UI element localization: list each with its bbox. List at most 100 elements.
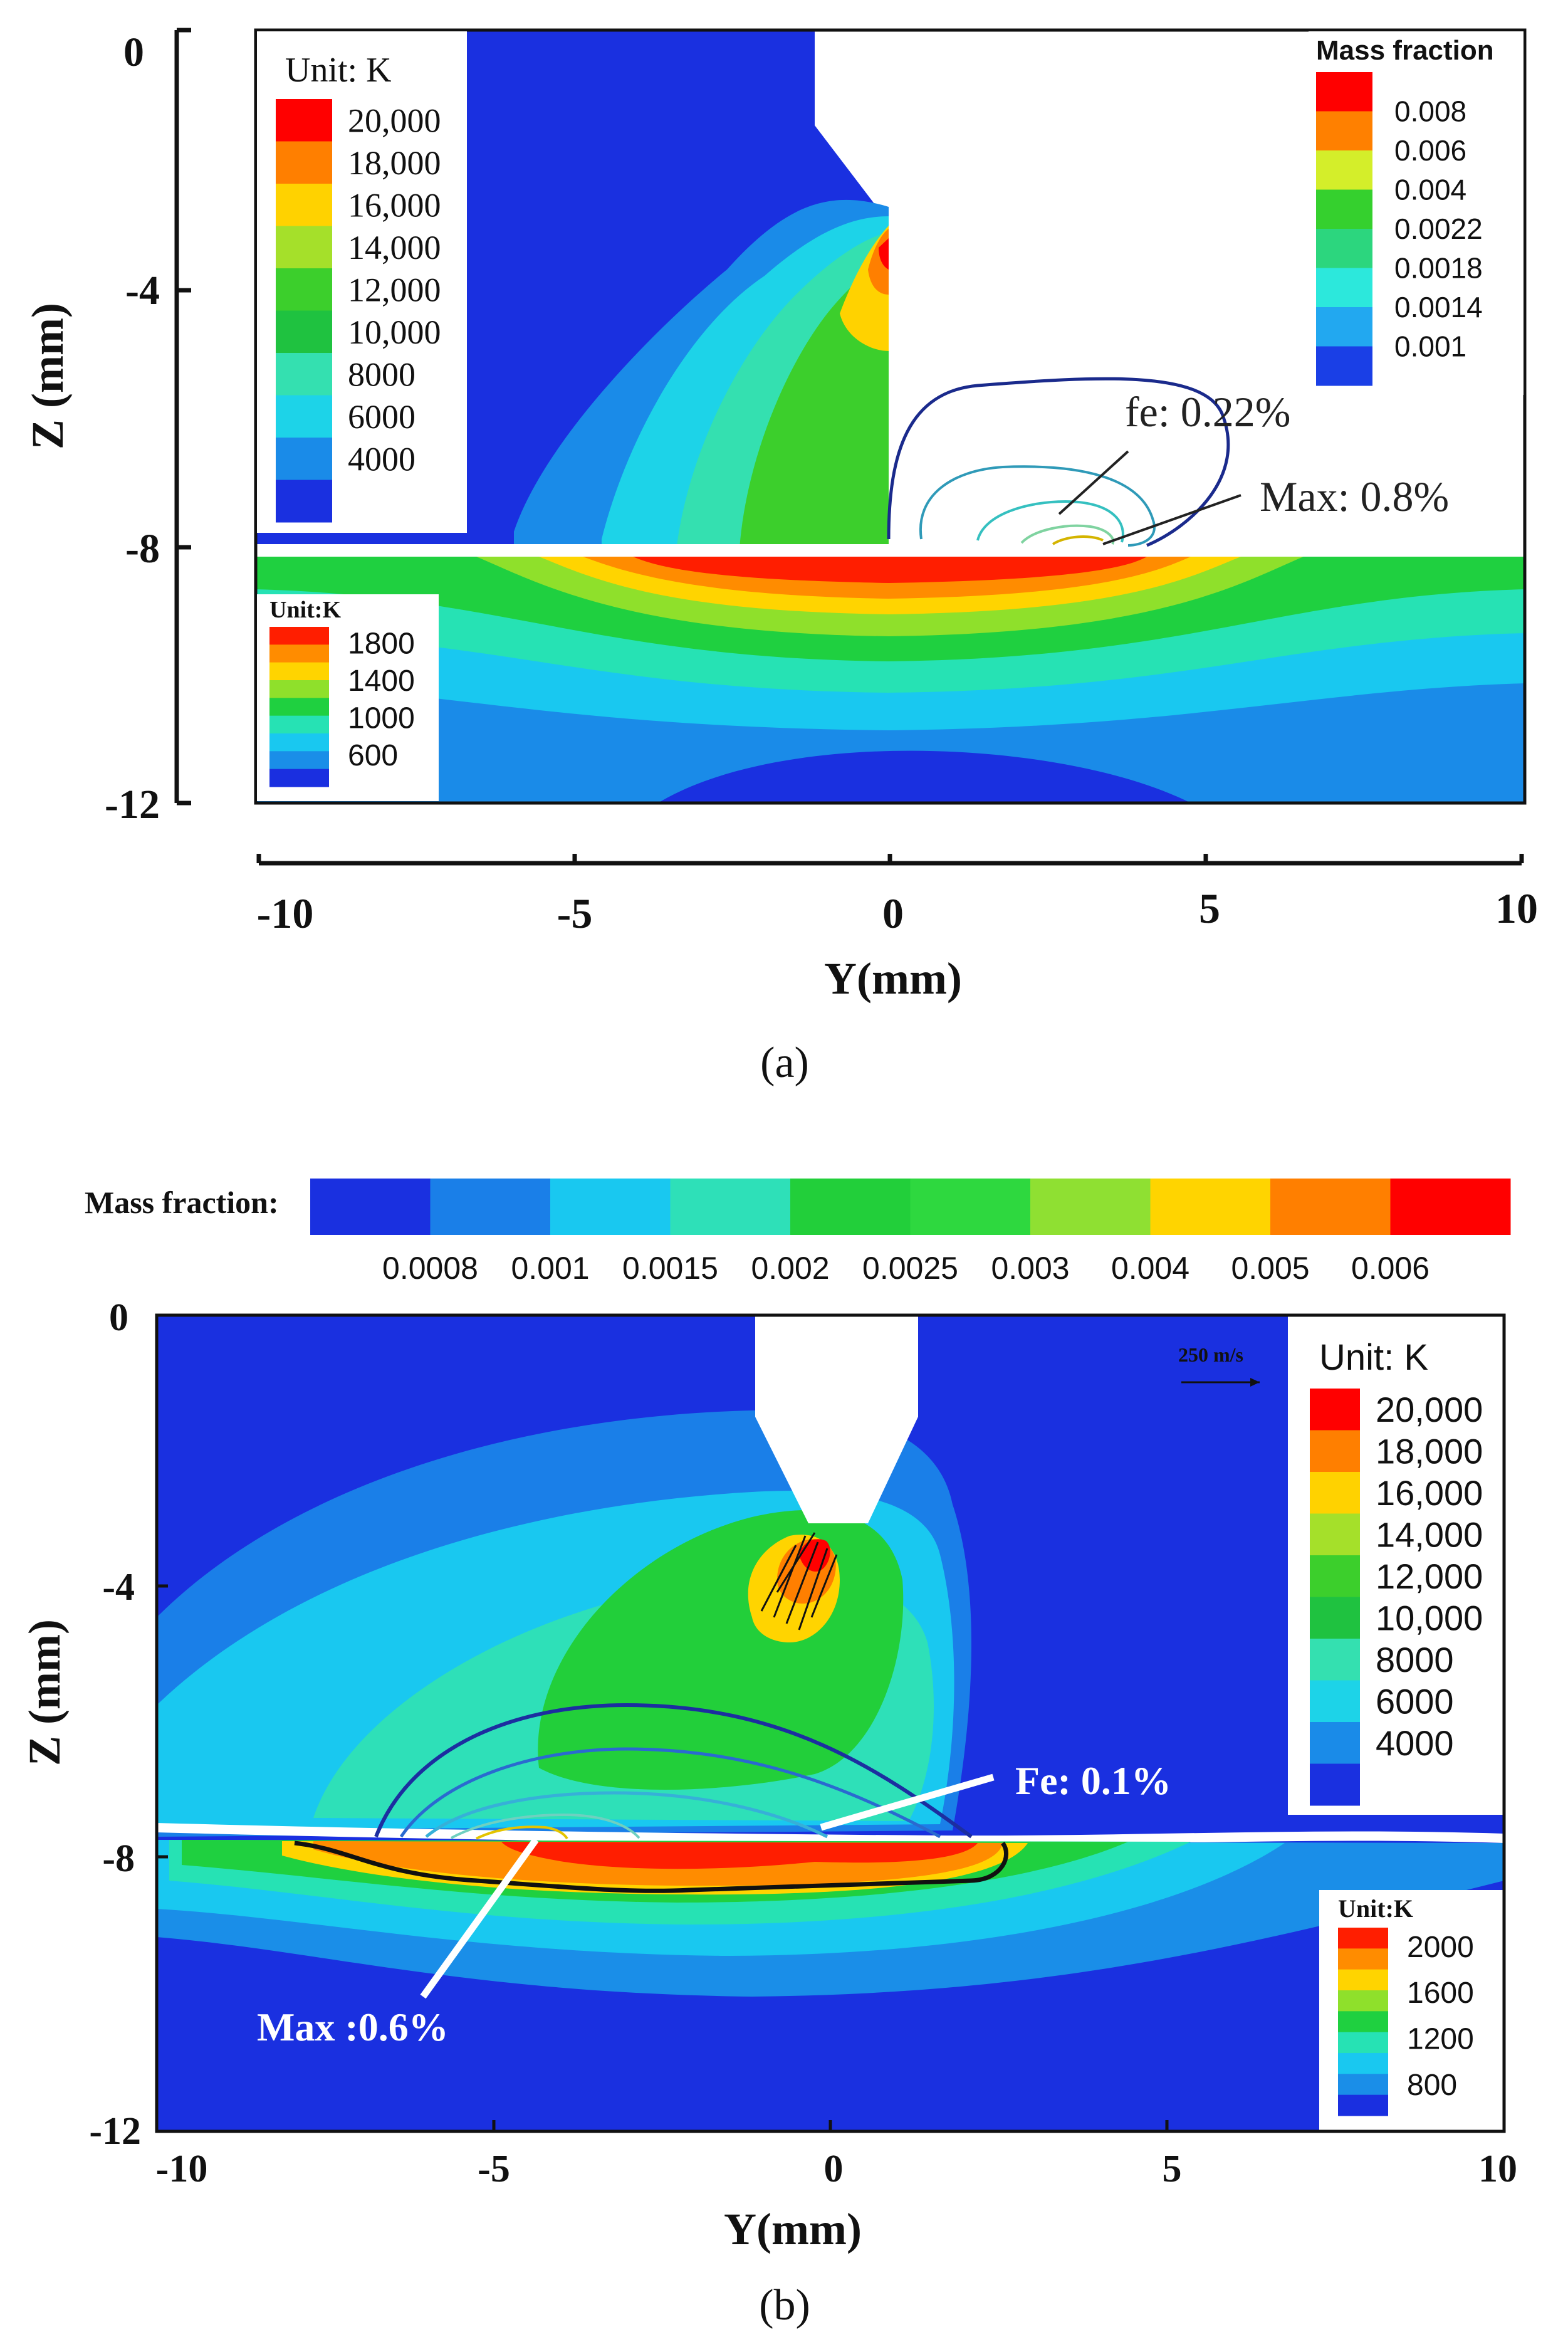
panel-b-mass-legend-swatch (1150, 1179, 1271, 1235)
panel-a-temp-legend-swatch (276, 99, 332, 142)
panel-a-temp-legend-label: 18,000 (348, 144, 441, 182)
panel-a-x-label: Y(mm) (824, 953, 962, 1004)
panel-b-fe-pointer (820, 1773, 995, 1831)
panel-b-temp-legend-swatch (1310, 1430, 1360, 1473)
panel-b-wp-legend-label: 800 (1407, 2069, 1457, 2102)
panel-a-wp-band-8 (633, 557, 1147, 583)
panel-a-mass-legend-swatch (1316, 307, 1372, 347)
panel-a-y-tick-label: -12 (105, 782, 160, 827)
velocity-arrow (760, 1545, 797, 1612)
panel-a-wp-legend-swatch (269, 662, 329, 681)
panel-b-mass-legend-label: 0.0015 (622, 1251, 718, 1286)
panel-b-wp-legend-swatch (1338, 2011, 1388, 2033)
panel-a-mass-legend: Mass fraction 0.008 0.006 0.004 0.0022 0.001… (1309, 31, 1524, 395)
panel-b-temp-legend-swatch (1310, 1555, 1360, 1597)
panel-b-mass-legend: Mass fraction: 0.0008 0.001 0.0015 0.002 0.0… (85, 1179, 1511, 1286)
panel-a-fe-pointer (1058, 450, 1129, 515)
panel-b-contour-4 (451, 1813, 640, 1839)
panel-b-contour-outer (374, 1703, 973, 1839)
panel-a-wp-legend-label: 600 (348, 739, 398, 772)
panel-b-velocity-label: 250 m/s (1178, 1343, 1243, 1366)
panel-b-wp-legend-swatch (1338, 2053, 1388, 2074)
panel-a-max-label: Max: 0.8% (1260, 473, 1449, 520)
panel-a-mass-legend-swatch (1316, 346, 1372, 386)
velocity-arrow (776, 1532, 816, 1593)
panel-a-arc-core-red (879, 238, 889, 270)
panel-b-y-tick-label: -4 (102, 1566, 135, 1609)
panel-b-mass-legend-swatch (1030, 1179, 1151, 1235)
panel-b-y-label: Z (mm) (19, 1619, 70, 1766)
panel-a-y-label: Z (mm) (23, 303, 73, 449)
panel-b-contour-3 (425, 1791, 828, 1839)
panel-b-x-tick-label: -5 (478, 2148, 510, 2190)
panel-b-temp-legend-swatch (1310, 1639, 1360, 1681)
panel-b-wp-legend-label: 1200 (1407, 2022, 1474, 2056)
panel-b-temp-legend-label: 4000 (1376, 1723, 1454, 1763)
panel-b-x-label: Y(mm) (724, 2204, 862, 2254)
panel-a-x-tick-label: 0 (882, 890, 904, 937)
panel-b-wp-legend-swatch (1338, 1928, 1388, 1949)
panel-a-mass-legend-swatch (1316, 229, 1372, 268)
panel-b-temp-legend-swatch (1310, 1722, 1360, 1764)
panel-a-contour-5 (1052, 535, 1104, 545)
panel-b-mass-legend-swatch (790, 1179, 911, 1235)
panel-a-temp-legend-label: 14,000 (348, 229, 441, 266)
panel-a-temp-legend-label: 16,000 (348, 187, 441, 224)
panel-a-caption: (a) (760, 1039, 809, 1087)
panel-a-temp-legend-label: 20,000 (348, 102, 441, 140)
panel-b-wp-band-7 (501, 1842, 978, 1869)
panel-b: Mass fraction: 0.0008 0.001 0.0015 0.002 0.0… (19, 1179, 1517, 2329)
panel-b-x-tick-label: 5 (1163, 2148, 1182, 2190)
panel-a-plot-border (254, 28, 1527, 805)
panel-b-temp-legend-label: 6000 (1376, 1681, 1454, 1721)
panel-b-mass-legend-label: 0.0025 (862, 1251, 958, 1286)
panel-b-temp-legend: Unit: K 20,00018,00016,00014,00012,00010… (1288, 1316, 1503, 1815)
panel-a-fe-label: fe: 0.22% (1125, 388, 1290, 436)
panel-b-temp-legend-swatch (1310, 1763, 1360, 1806)
panel-b-temp-legend-swatch (1310, 1680, 1360, 1723)
panel-b-mass-legend-swatch (550, 1179, 671, 1235)
velocity-arrow (810, 1554, 838, 1618)
panel-a-temp-legend-label: 12,000 (348, 271, 441, 309)
panel-a-wp-legend-swatch (269, 751, 329, 770)
panel-a-wp-legend-swatch (269, 698, 329, 717)
panel-a-temp-legend-label: 10,000 (348, 313, 441, 351)
panel-a-wp-legend-swatch (269, 627, 329, 645)
panel-a-contour-3 (976, 500, 1124, 543)
panel-a-wp-legend-label: 1400 (348, 664, 415, 698)
panel-a-wp-legend-swatch (269, 644, 329, 663)
panel-a: fe: 0.22% Max: 0.8% Unit: K 20,000 18,000… (23, 28, 1538, 1087)
panel-b-y-tick-label: -12 (89, 2110, 141, 2153)
panel-a-x-axis: -10 -5 0 5 10 Y(mm) (256, 854, 1538, 1004)
panel-a-wp-legend-swatch (269, 769, 329, 787)
panel-b-max-label: Max :0.6% (257, 2005, 449, 2049)
panel-b-mass-legend-title: Mass fraction: (85, 1185, 279, 1220)
panel-a-temp-legend-swatch (276, 480, 332, 523)
panel-b-temp-legend-label: 20,000 (1376, 1390, 1483, 1429)
panel-b-contour-2 (399, 1747, 941, 1839)
panel-a-wp-legend-swatch (269, 715, 329, 734)
panel-a-x-tick-label: 5 (1199, 885, 1220, 932)
panel-b-temp-legend-label: 14,000 (1376, 1515, 1483, 1554)
panel-b-mass-legend-swatch (430, 1179, 551, 1235)
panel-a-surface-gap (256, 544, 1525, 557)
velocity-arrow (798, 1548, 828, 1630)
panel-b-wp-legend-swatch (1338, 2032, 1388, 2054)
panel-b-temp-legend-swatch (1310, 1513, 1360, 1556)
panel-a-max-pointer (1102, 494, 1241, 545)
panel-b-temp-legend-label: 10,000 (1376, 1598, 1483, 1637)
panel-a-temp-legend-swatch (276, 353, 332, 396)
panel-a-mass-legend-swatch (1316, 150, 1372, 190)
panel-b-x-tick-label: -10 (156, 2148, 208, 2190)
panel-b-fe-label: Fe: 0.1% (1015, 1758, 1171, 1803)
panel-b-max-pointer (420, 1837, 539, 1999)
panel-a-temp-legend-swatch (276, 141, 332, 184)
panel-b-y-tick-label: -8 (102, 1837, 135, 1880)
panel-a-mass-legend-label: 0.008 (1394, 95, 1466, 128)
panel-b-wp-legend-swatch (1338, 1969, 1388, 1991)
panel-a-x-tick-label: -5 (557, 890, 593, 937)
panel-a-wp-legend-swatch (269, 733, 329, 752)
panel-b-wp-legend-label: 1600 (1407, 1977, 1474, 2010)
